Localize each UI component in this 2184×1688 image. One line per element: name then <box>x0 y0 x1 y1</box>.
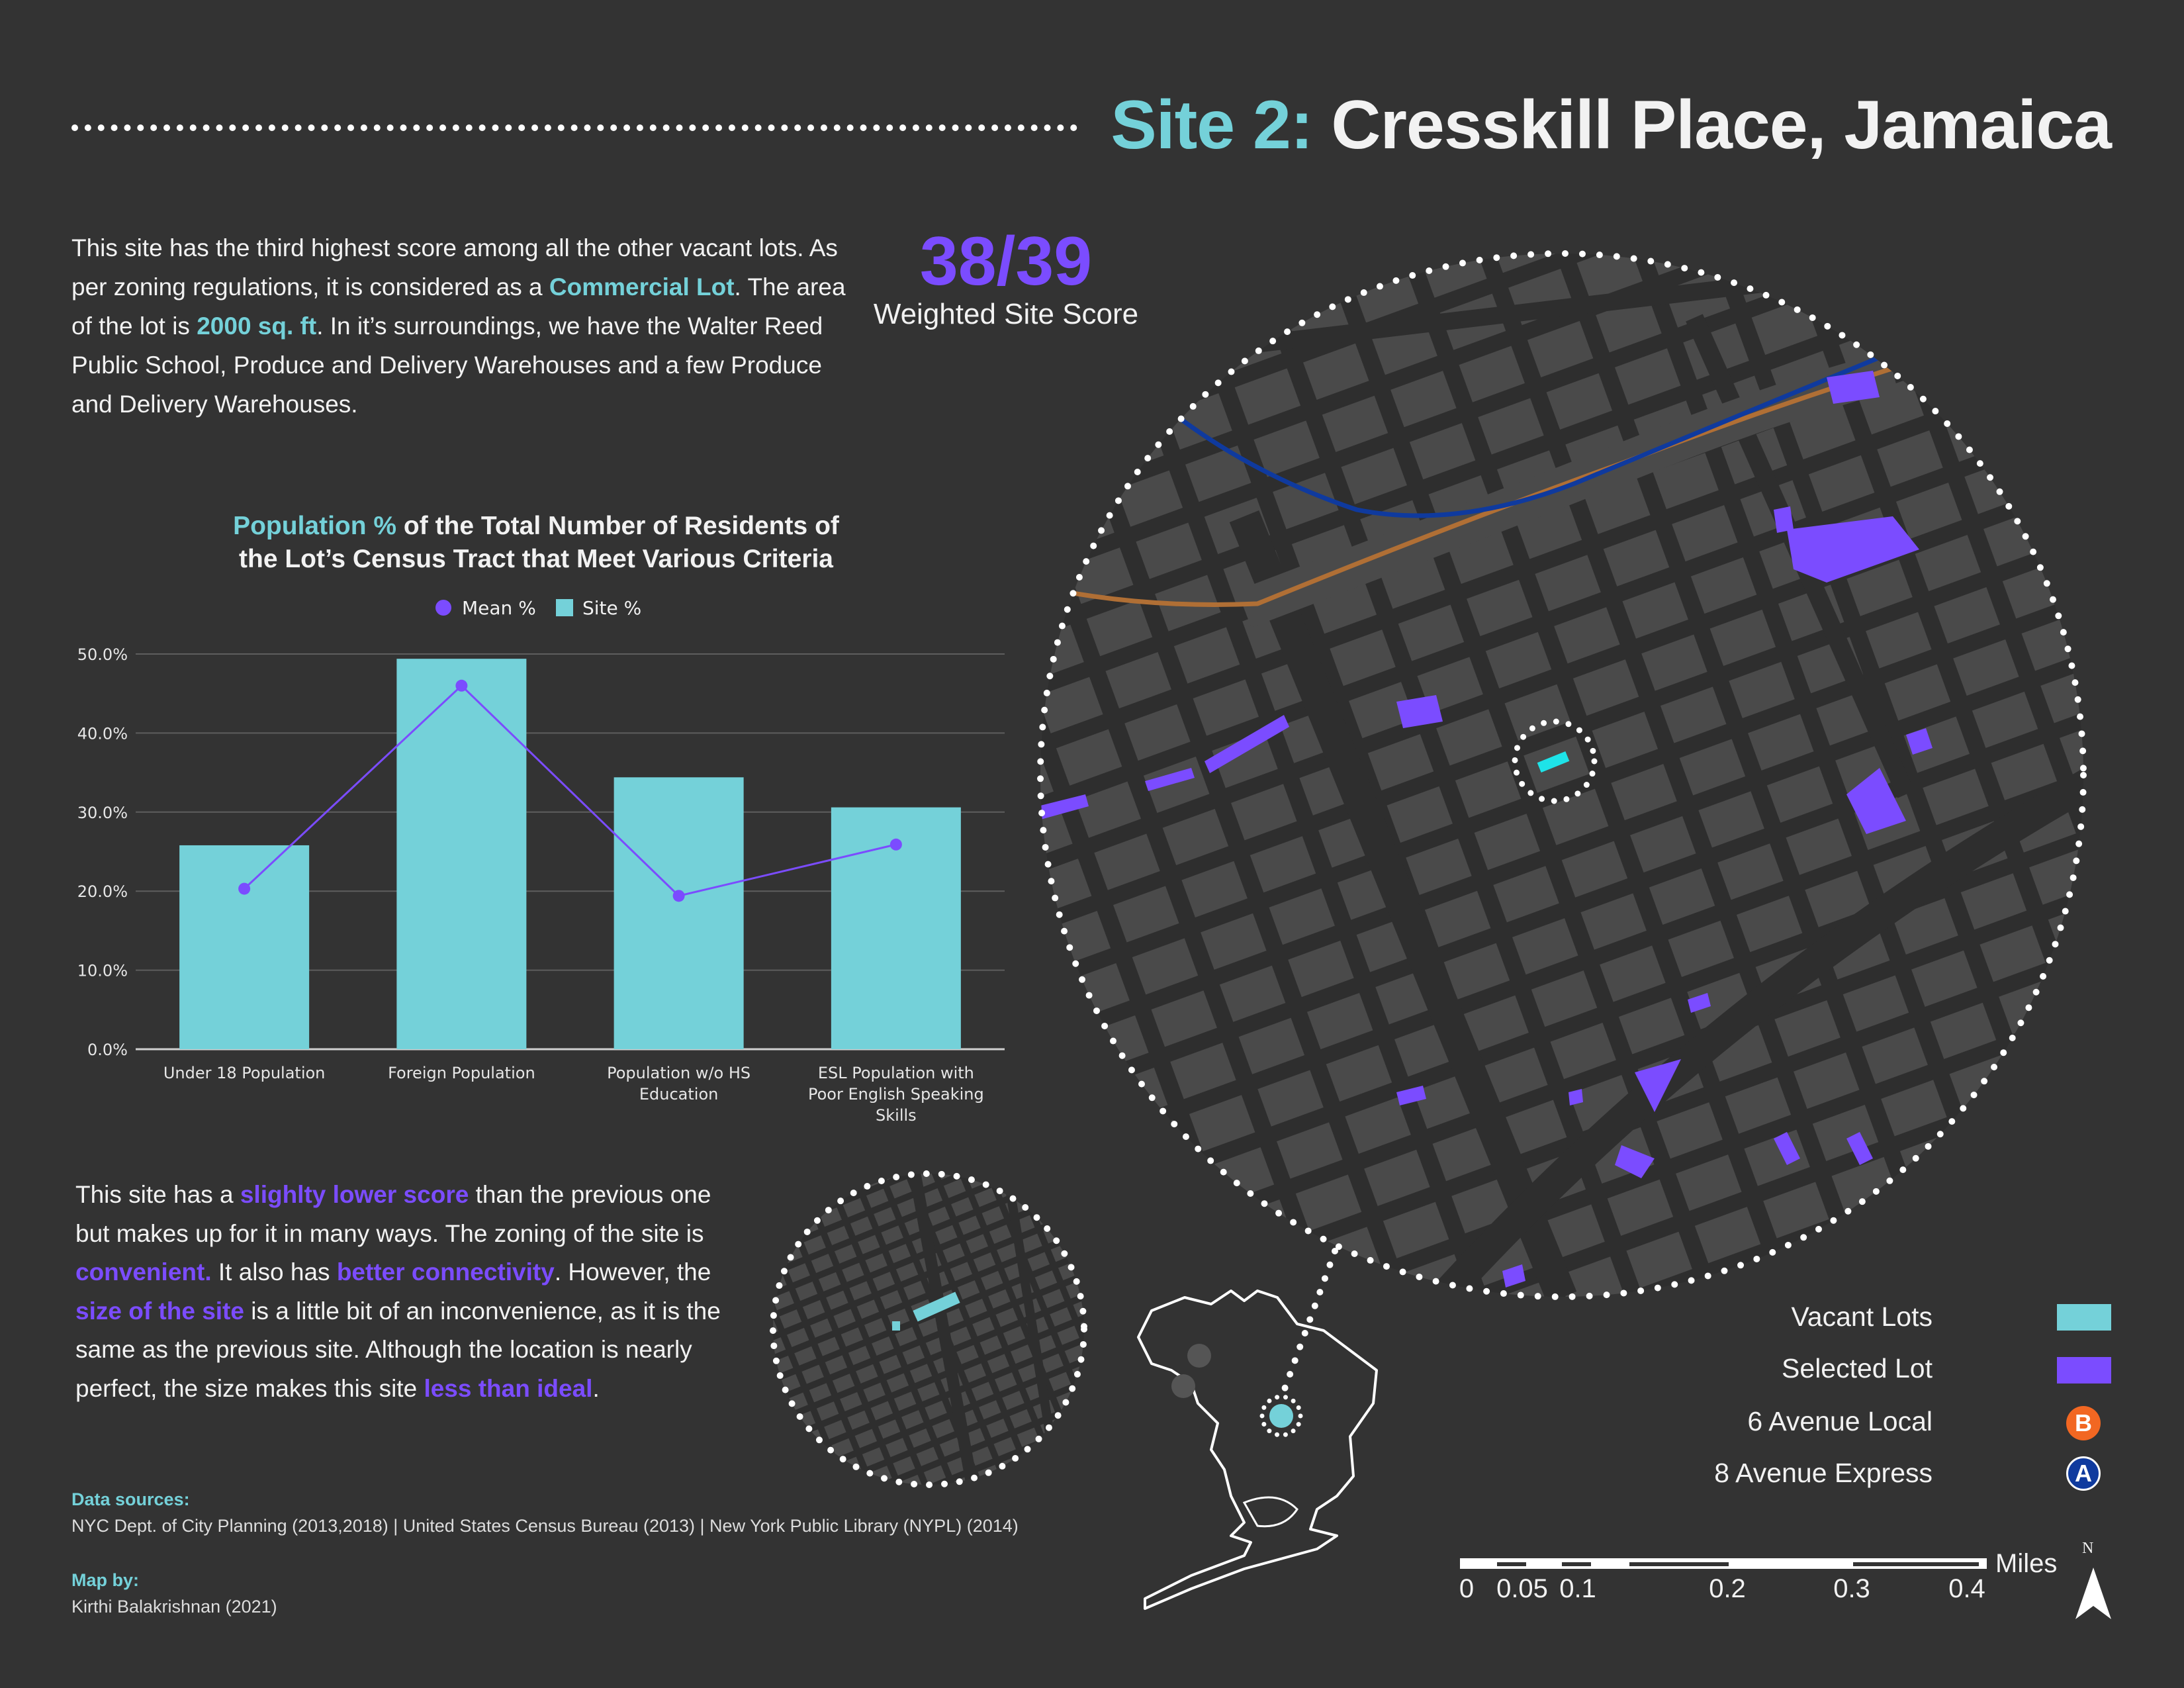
x-category-label: Population w/o HS <box>607 1064 751 1082</box>
outro-text-6: . <box>592 1374 600 1402</box>
zoom-lot <box>913 1291 960 1322</box>
north-arrow-icon <box>2075 1568 2111 1619</box>
x-category-label: Poor English Speaking <box>808 1085 984 1103</box>
scale-bar <box>1460 1558 1987 1569</box>
scale-tick-0: 0 <box>1459 1574 1475 1603</box>
chart-title-line2: the Lot’s Census Tract that Meet Various… <box>239 545 833 573</box>
subway-line-orange <box>1040 361 1907 607</box>
a-train-icon: A <box>2066 1456 2101 1491</box>
b-train-icon: B <box>2066 1406 2101 1440</box>
sources-label: Data sources: <box>71 1489 190 1509</box>
outro-text-2: than the previous one but makes up for i… <box>75 1181 711 1247</box>
legend-swatch-selected-lot <box>2057 1357 2111 1383</box>
subway-line-blue <box>1176 355 1881 518</box>
point-mean-percent <box>672 890 685 902</box>
x-category-label: Education <box>639 1085 718 1103</box>
credit-label: Map by: <box>71 1570 140 1590</box>
bar-site-percent <box>179 845 310 1049</box>
x-category-label: Under 18 Population <box>163 1064 326 1082</box>
detail-map-border <box>1037 250 2087 1300</box>
outro-text-4: . However, the <box>554 1258 711 1286</box>
line-mean-percent <box>244 684 897 898</box>
locator-leader-line <box>1278 1248 1338 1401</box>
y-tick-label: 10.0% <box>77 962 128 980</box>
site-detail-map <box>1040 254 2083 1297</box>
site-location-ring <box>1259 1394 1303 1438</box>
y-tick-label: 0.0% <box>87 1041 128 1059</box>
site-zoom-map <box>773 1174 1084 1485</box>
outro-highlight-size: size of the site <box>75 1297 244 1325</box>
outro-highlight-connectivity: better connectivity <box>336 1258 555 1286</box>
outro-text-3: It also has <box>211 1258 337 1286</box>
outro-highlight-ideal: less than ideal <box>424 1374 593 1402</box>
intro-paragraph: This site has the third highest score am… <box>71 228 852 424</box>
y-tick-label: 40.0% <box>77 724 128 743</box>
credit-text: Kirthi Balakrishnan (2021) <box>71 1597 277 1617</box>
intro-text-1: This site has the third highest score am… <box>71 234 838 301</box>
site-name: Cresskill Place, Jamaica <box>1331 87 2112 164</box>
population-chart: 0.0% 10.0% 20.0% 30.0% 40.0% 50.0% Under 18 Po… <box>77 597 1005 1125</box>
site-score: 38/39 Weighted Site Score <box>860 225 1152 331</box>
point-mean-percent <box>889 838 902 851</box>
site-number: Site 2: <box>1111 87 1313 164</box>
bar-site-percent <box>396 659 527 1049</box>
bar-site-percent <box>614 777 744 1049</box>
point-mean-percent <box>455 679 468 692</box>
outro-text-5: is a little bit of an inconvenience, as … <box>75 1297 721 1402</box>
intro-highlight-zoning: Commercial Lot <box>549 273 735 301</box>
y-tick-label: 20.0% <box>77 882 128 901</box>
scale-tick-3: 0.2 <box>1709 1574 1746 1603</box>
selected-lot <box>1537 751 1570 773</box>
scale-tick-1: 0.05 <box>1496 1574 1548 1603</box>
legend-label-8-avenue-express: 8 Avenue Express <box>1714 1458 1933 1488</box>
point-mean-percent <box>238 882 251 895</box>
legend-label-6-avenue-local: 6 Avenue Local <box>1747 1406 1933 1436</box>
x-category-label: Foreign Population <box>388 1064 535 1082</box>
y-tick-label: 30.0% <box>77 804 128 822</box>
outro-text-1: This site has a <box>75 1181 240 1208</box>
scale-unit: Miles <box>1995 1549 2058 1578</box>
y-tick-label: 50.0% <box>77 645 128 664</box>
legend-mean-label: Mean % <box>462 597 536 619</box>
chart-title-line1: of the Total Number of Residents of <box>396 512 839 540</box>
title-dotted-rule <box>71 124 1077 131</box>
vacant-lots <box>1040 371 1933 1288</box>
legend-mean-marker <box>435 600 451 616</box>
chart-title-highlight: Population % <box>233 512 397 540</box>
zoom-lot-small <box>892 1321 900 1331</box>
scale-tick-2: 0.1 <box>1559 1574 1596 1603</box>
north-label: N <box>2082 1540 2094 1557</box>
scale-tick-4: 0.3 <box>1833 1574 1870 1603</box>
sources-text: NYC Dept. of City Planning (2013,2018) |… <box>71 1516 1019 1536</box>
intro-text-3: . In it’s surroundings, we have the Walt… <box>71 312 823 418</box>
x-category-label: ESL Population with <box>818 1064 974 1082</box>
scale-tick-5: 0.4 <box>1948 1574 1985 1603</box>
score-label: Weighted Site Score <box>873 298 1139 330</box>
legend-site-label: Site % <box>582 597 641 619</box>
site-location-marker <box>1269 1404 1293 1428</box>
legend-label-vacant-lots: Vacant Lots <box>1791 1301 1933 1332</box>
selected-lot-highlight-ring <box>1512 718 1598 804</box>
legend-label-selected-lot: Selected Lot <box>1782 1353 1933 1383</box>
x-category-label: Skills <box>876 1106 917 1125</box>
outro-highlight-score: slighlty lower score <box>240 1181 469 1208</box>
score-value: 38/39 <box>919 223 1093 300</box>
chart-title: Population % of the Total Number of Resi… <box>159 510 913 576</box>
queens-inset-map <box>1137 1289 1378 1610</box>
outro-highlight-zoning: convenient. <box>75 1258 212 1286</box>
intro-text-2: . The area of the lot is <box>71 273 846 340</box>
outro-paragraph: This site has a slighlty lower score tha… <box>75 1176 731 1408</box>
page-title: Site 2: Cresskill Place, Jamaica <box>1111 86 2112 165</box>
legend-site-marker <box>556 599 573 616</box>
intro-highlight-area: 2000 sq. ft <box>197 312 317 340</box>
legend-swatch-vacant-lots <box>2057 1304 2111 1331</box>
zoom-map-border <box>770 1170 1087 1488</box>
